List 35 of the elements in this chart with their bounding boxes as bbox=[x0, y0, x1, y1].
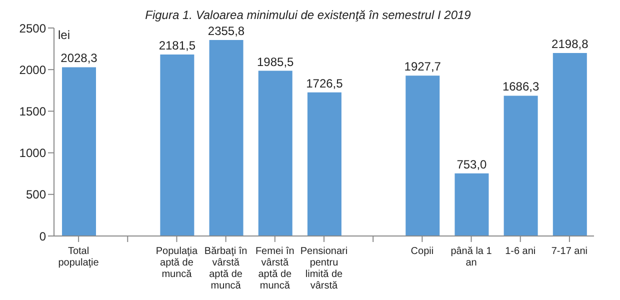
bar bbox=[504, 96, 538, 236]
data-label: 1927,7 bbox=[404, 60, 442, 74]
data-label: 1686,3 bbox=[502, 80, 540, 94]
x-tick-label: Copii bbox=[410, 246, 434, 257]
y-tick-label: 500 bbox=[26, 188, 46, 202]
data-label: 2355,8 bbox=[208, 24, 245, 38]
bar bbox=[258, 70, 292, 236]
data-label: 2198,8 bbox=[552, 37, 589, 52]
x-tick-label: Bărbaţi în vârstă aptă de muncă bbox=[204, 246, 248, 292]
x-tick-label: Total populaţie bbox=[58, 246, 100, 268]
x-tick-label: până la 1 an bbox=[450, 246, 492, 268]
bar bbox=[307, 92, 342, 236]
x-tick-label: 7-17 ani bbox=[551, 246, 588, 257]
y-tick-label: 0 bbox=[39, 229, 46, 244]
x-tick-label: Populaţia aptă de muncă bbox=[156, 246, 198, 280]
bar bbox=[62, 67, 96, 236]
bar bbox=[454, 173, 489, 236]
data-label: 2028,3 bbox=[60, 51, 98, 66]
x-tick-label: Pensionari pentru limită de vârstă bbox=[300, 246, 348, 292]
chart-title: Figura 1. Valoarea minimului de existenţă în semestrul I 2019 bbox=[144, 8, 472, 22]
x-tick-label: Femei în vârstă aptă de muncă bbox=[255, 246, 294, 292]
y-tick-label: 2500 bbox=[19, 21, 46, 36]
bar bbox=[160, 54, 194, 236]
bar bbox=[552, 53, 587, 236]
y-axis-title: lei bbox=[58, 28, 70, 42]
bar bbox=[209, 40, 244, 236]
y-tick-label: 2000 bbox=[19, 62, 46, 77]
x-tick-label: 1-6 ani bbox=[505, 246, 536, 257]
data-label: 753,0 bbox=[456, 157, 488, 172]
y-tick-label: 1500 bbox=[19, 104, 46, 118]
data-label: 2181,5 bbox=[158, 38, 196, 52]
y-tick-label: 1000 bbox=[19, 146, 46, 160]
data-label: 1726,5 bbox=[306, 76, 344, 90]
data-label: 1985,5 bbox=[257, 54, 294, 69]
bar bbox=[406, 76, 440, 236]
